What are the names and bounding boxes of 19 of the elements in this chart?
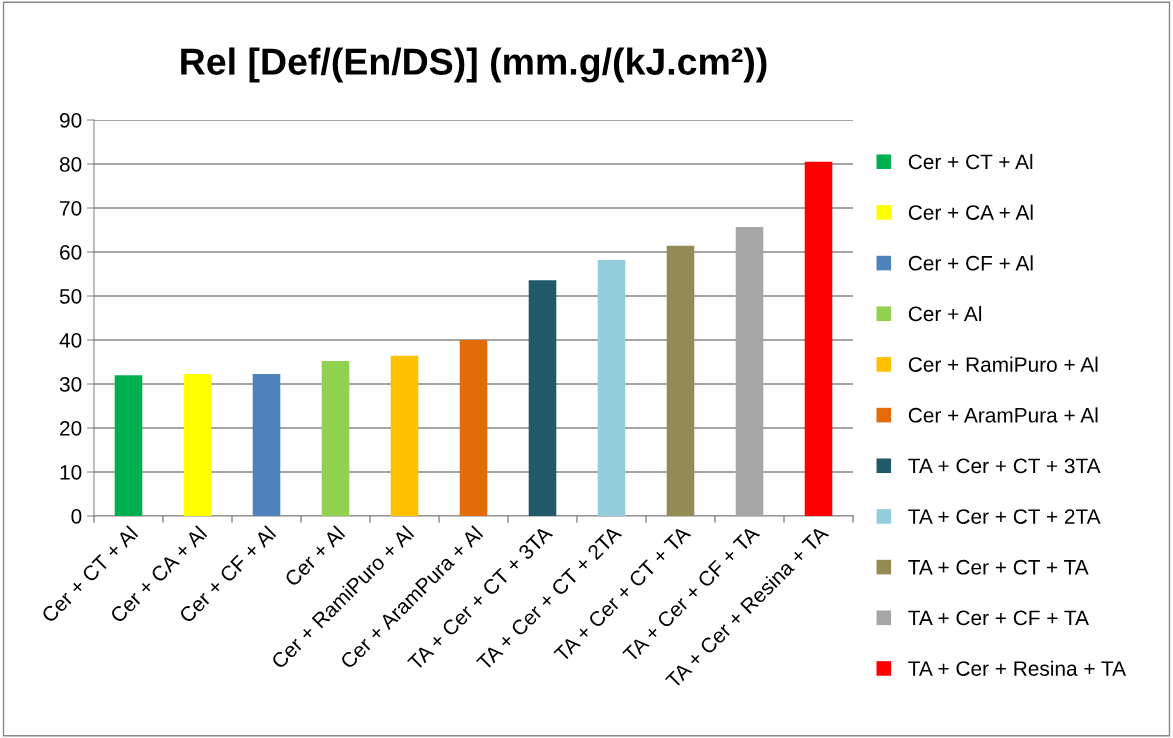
y-tick-label: 60 <box>60 245 82 260</box>
y-tick-label: 70 <box>60 201 82 216</box>
y-tick-label: 80 <box>59 157 82 172</box>
legend-label: TA + Cer + CT + 2TA <box>908 509 1101 524</box>
chart-title: Rel [Def/(En/DS)] (mm.g/(kJ.cm²)) <box>181 47 767 83</box>
y-tick-label: 30 <box>59 377 82 392</box>
y-tick-label: 10 <box>60 465 82 480</box>
y-tick-label: 20 <box>60 421 82 436</box>
y-tick-label: 40 <box>59 333 82 348</box>
y-tick-label: 0 <box>71 509 82 524</box>
legend-label: Cer + CA + Al <box>908 204 1033 220</box>
legend-label: TA + Cer + CT + 3TA <box>908 458 1101 474</box>
y-tick-label: 50 <box>59 289 82 304</box>
legend-label: Cer + RamiPuro + Al <box>908 356 1098 372</box>
y-tick-label: 90 <box>60 113 82 128</box>
legend-label: Cer + Al <box>908 305 982 322</box>
legend-label: Cer + AramPura + Al <box>908 407 1098 423</box>
legend-label: Cer + CF + Al <box>908 255 1033 271</box>
legend-label: Cer + CT + Al <box>908 153 1033 170</box>
